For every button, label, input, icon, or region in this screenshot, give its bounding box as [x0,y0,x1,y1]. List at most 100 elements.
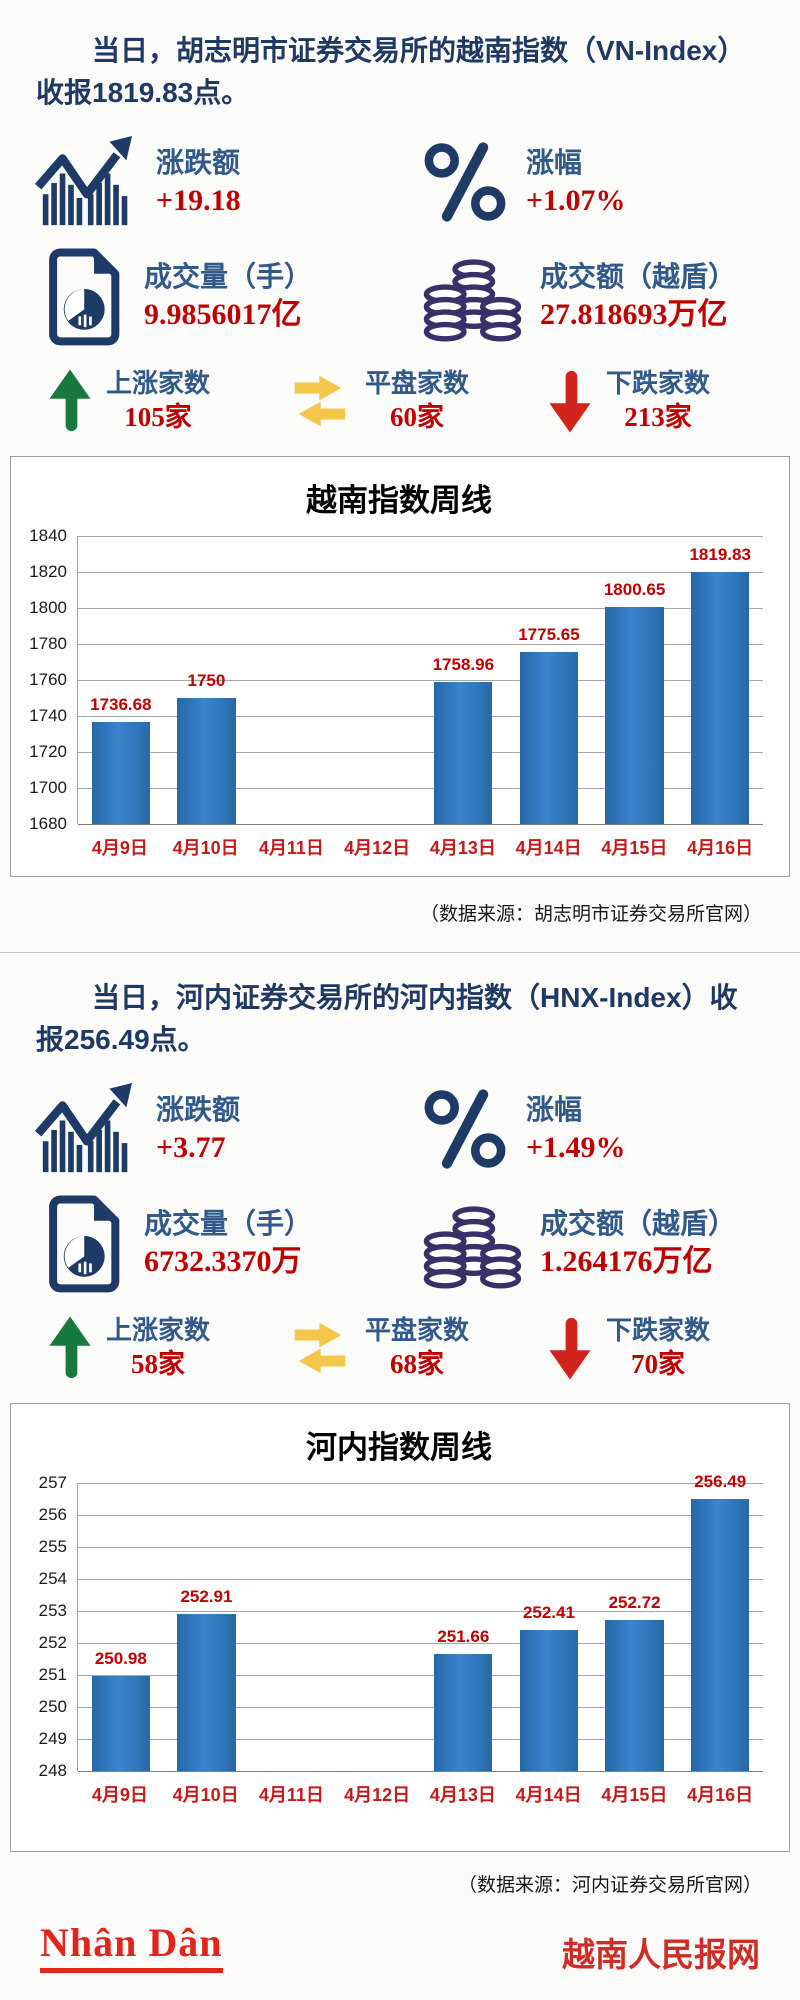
gridline [78,1546,763,1548]
gridline [78,752,763,753]
x-axis-label: 4月11日 [258,1785,324,1805]
hnx-change-text: 涨跌额 +3.77 [156,1092,240,1166]
chart-plot-area: 250.98 252.91 251.66 252.41 252.72 256.49 257… [19,1472,779,1780]
bar-4月9日 [91,1675,150,1771]
gridline [78,788,763,789]
bar-value-label: 1736.68 [90,694,152,714]
breadth-value: 60家 [390,402,444,433]
stat-label: 涨幅 [525,147,582,178]
bar-4月13日 [434,681,493,824]
vn-stats-row-2: 成交量（手） 9.9856017亿 成交额（越盾） 27.818693万亿 [0,244,800,348]
gridline [78,1674,763,1676]
breadth-value: 70家 [631,1349,685,1380]
stat-label: 成交量（手） [144,1208,313,1239]
x-axis-label: 4月9日 [91,1785,148,1805]
stat-label: 成交额（越盾） [539,261,736,292]
gridline [78,1610,763,1612]
gridline [78,1771,763,1772]
breadth-value: 213家 [624,402,692,433]
gridline [78,1707,763,1708]
stat-label: 涨跌额 [156,1094,241,1125]
vn-change-text: 涨跌额 +19.18 [156,145,241,219]
y-tick-label: 1780 [29,634,67,653]
percent-icon [424,142,506,222]
vn-change-stat: 涨跌额 +19.18 [34,130,422,234]
x-axis-label: 4月15日 [601,838,668,858]
hnx-volume-stat: 成交量（手） 6732.3370万 [34,1191,422,1295]
vn-breadth-row: 上涨家数 105家 平盘家数 60家 下跌家数 213家 [0,368,800,434]
coins-icon [423,1206,522,1289]
stat-value: 9.9856017亿 [144,298,302,331]
y-tick-label: 1800 [29,598,67,617]
y-tick-label: 1760 [29,670,67,689]
hnx-percent-text: 涨幅 +1.49% [526,1092,626,1166]
volume-document-icon [49,248,120,346]
y-tick-label: 1840 [29,526,67,545]
x-axis-label: 4月12日 [344,1785,411,1805]
hnx-advancers: 上涨家数 58家 [30,1315,289,1381]
stat-label: 涨幅 [525,1094,582,1125]
vn-data-source: （数据来源：胡志明市证券交易所官网） [419,904,762,925]
bar-4月13日 [434,1653,493,1771]
bar-value-label: 251.66 [437,1626,490,1646]
down-arrow-icon [549,370,591,433]
vn-advancers-text: 上涨家数 105家 [106,368,210,434]
x-axis-label: 4月16日 [687,1785,754,1805]
bar-value-label: 252.41 [522,1602,575,1622]
stat-value: +3.77 [156,1131,226,1164]
x-axis-label: 4月10日 [172,838,239,858]
up-arrow-icon [49,369,91,432]
x-axis-label: 4月12日 [344,838,411,858]
hnx-turnover-stat: 成交额（越盾） 1.264176万亿 [422,1191,766,1295]
stat-value: 27.818693万亿 [539,298,728,331]
chart-plot-area: 1736.68 1750 1758.96 1775.65 1800.65 1819.83 … [19,526,779,833]
x-axis-label: 4月9日 [91,838,148,858]
vn-volume-text: 成交量（手） 9.9856017亿 [144,259,312,333]
vn-decliners-text: 下跌家数 213家 [606,368,710,434]
bar-4月16日 [691,1499,750,1771]
gridline [78,680,763,681]
vn-turnover-text: 成交额（越盾） 27.818693万亿 [540,259,736,333]
hnx-breadth-row: 上涨家数 58家 平盘家数 68家 下跌家数 70家 [0,1315,800,1381]
gridline [78,716,763,717]
hnx-volume-text: 成交量（手） 6732.3370万 [144,1206,312,1280]
trend-chart-icon [34,136,132,226]
breadth-label: 下跌家数 [606,368,711,399]
breadth-value: 58家 [131,1349,185,1380]
flat-arrows-icon [294,1322,346,1374]
gridline [78,1738,763,1740]
breadth-label: 平盘家数 [365,368,470,399]
bar-4月14日 [519,651,579,824]
vn-percent-stat: 涨幅 +1.07% [422,130,766,234]
hnx-advancers-text: 上涨家数 58家 [106,1315,210,1381]
y-tick-label: 249 [38,1729,67,1748]
y-tick-label: 250 [38,1697,67,1716]
gridline [78,824,763,825]
gridline [78,644,763,645]
stat-label: 成交量（手） [144,261,313,292]
hnx-unchanged: 平盘家数 68家 [289,1315,548,1381]
vn-unchanged-text: 平盘家数 60家 [365,368,469,434]
y-tick-label: 253 [38,1601,67,1620]
y-tick-label: 257 [38,1473,67,1492]
vn-stats-row-1: 涨跌额 +19.18 涨幅 +1.07% [0,130,800,234]
y-tick-label: 1680 [29,814,67,833]
y-tick-label: 1820 [29,562,67,581]
x-axis-label: 4月16日 [687,838,754,858]
gridline [78,572,763,573]
chart-x-axis: 4月9日 4月10日 4月11日 4月12日 4月13日 4月14日 4月15日 4月16日 [77,1781,763,1807]
hnx-index-weekly-chart: 河内指数周线 250.98 252.91 251.66 252.41 252.72 256… [10,1403,790,1852]
x-axis-label: 4月13日 [429,1785,496,1805]
chart-plot: 250.98 252.91 251.66 252.41 252.72 256.49 [77,1472,763,1772]
gridline [78,608,763,609]
x-axis-label: 4月11日 [258,838,324,858]
y-tick-label: 256 [38,1505,67,1524]
section-divider [0,952,800,953]
x-axis-label: 4月14日 [515,1785,582,1805]
bar-value-label: 252.91 [180,1586,233,1606]
bar-value-label: 1758.96 [432,654,495,674]
chart-title: 越南指数周线 [306,483,492,518]
hnx-stats-row-1: 涨跌额 +3.77 涨幅 +1.49% [0,1077,800,1181]
vn-advancers: 上涨家数 105家 [30,368,289,434]
trend-chart-icon [34,1083,132,1173]
